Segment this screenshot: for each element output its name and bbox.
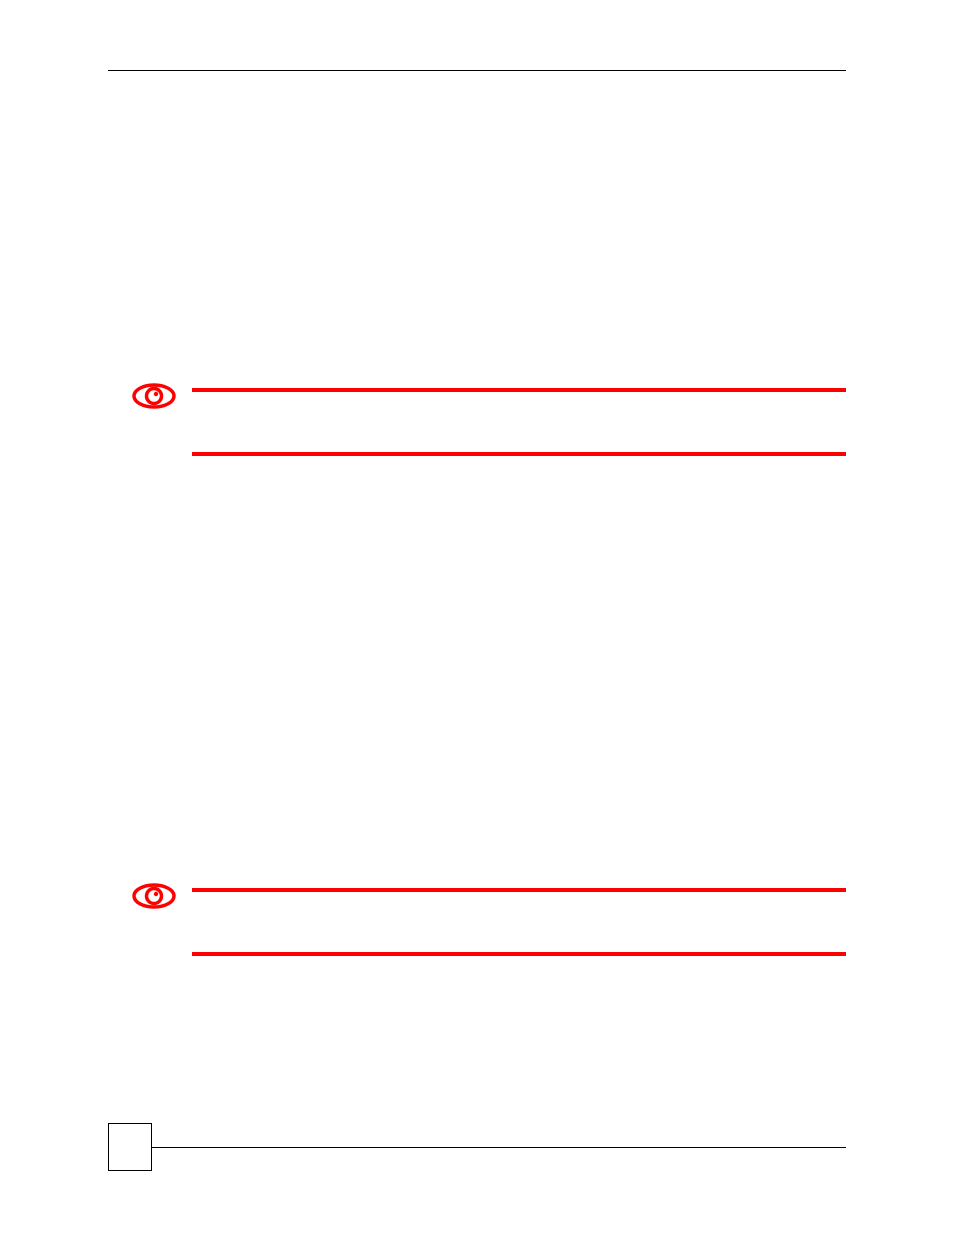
page-footer bbox=[108, 1123, 846, 1171]
warning-rule-top bbox=[192, 888, 846, 892]
eye-icon bbox=[132, 382, 176, 410]
header-rule bbox=[108, 70, 846, 71]
warning-block bbox=[192, 388, 846, 456]
warning-rule-bottom bbox=[192, 952, 846, 956]
document-page bbox=[0, 0, 954, 1235]
footer-rule bbox=[152, 1147, 846, 1148]
eye-icon bbox=[132, 882, 176, 910]
warning-rule-bottom bbox=[192, 452, 846, 456]
warning-block bbox=[192, 888, 846, 956]
warning-rule-top bbox=[192, 388, 846, 392]
page-number-box bbox=[108, 1123, 152, 1171]
